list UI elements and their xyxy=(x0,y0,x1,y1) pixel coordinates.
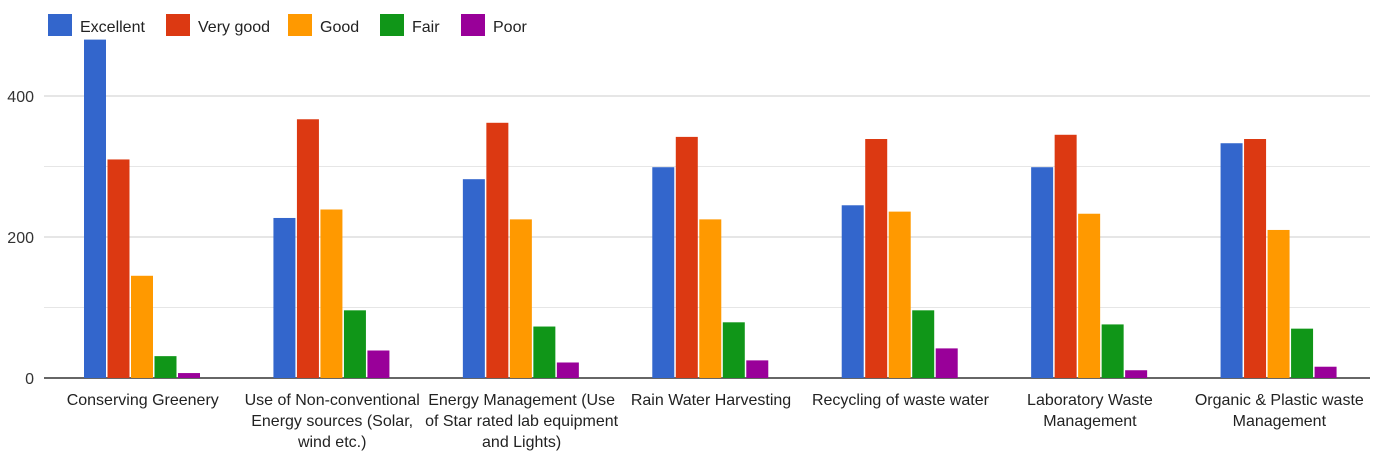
category-label-line: Conserving Greenery xyxy=(67,392,219,409)
bar-fair[interactable] xyxy=(1291,328,1314,378)
category-label-line: of Star rated lab equipment xyxy=(425,413,619,430)
category-label-line: Laboratory Waste xyxy=(1027,392,1153,409)
category-label: Laboratory Waste Management xyxy=(1027,392,1153,430)
bar-very-good[interactable] xyxy=(1054,134,1077,378)
bar-excellent[interactable] xyxy=(841,205,864,378)
category-label: Energy Management (Use of Star rated lab … xyxy=(425,392,619,451)
legend-swatch[interactable] xyxy=(166,14,190,36)
bar-good[interactable] xyxy=(1267,229,1290,378)
bar-very-good[interactable] xyxy=(675,136,698,378)
bar-fair[interactable] xyxy=(343,310,366,378)
bar-very-good[interactable] xyxy=(296,119,319,378)
category-label: Rain Water Harvesting xyxy=(631,392,791,409)
bar-good[interactable] xyxy=(509,219,532,378)
bar-very-good[interactable] xyxy=(107,159,130,378)
bar-good[interactable] xyxy=(131,275,153,378)
y-tick-label: 400 xyxy=(7,89,34,106)
category-label-line: Use of Non-conventional xyxy=(245,392,420,409)
bar-fair[interactable] xyxy=(722,322,745,378)
category-label: Organic & Plastic waste Management xyxy=(1195,392,1364,430)
x-axis-labels: Conserving Greenery Use of Non-convention… xyxy=(67,392,1364,451)
bars xyxy=(84,39,1337,378)
y-axis-ticks: 0 200 400 xyxy=(7,89,34,388)
legend[interactable]: Excellent Very good Good Fair Poor xyxy=(48,14,527,36)
category-label: Recycling of waste water xyxy=(812,392,990,409)
bar-very-good[interactable] xyxy=(1244,139,1267,378)
bar-poor[interactable] xyxy=(1314,366,1337,378)
bar-good[interactable] xyxy=(699,219,722,378)
bar-very-good[interactable] xyxy=(865,139,888,378)
bar-excellent[interactable] xyxy=(84,39,106,378)
bar-excellent[interactable] xyxy=(1031,167,1054,378)
bar-excellent[interactable] xyxy=(273,217,296,378)
legend-label[interactable]: Good xyxy=(320,19,359,36)
bar-excellent[interactable] xyxy=(652,167,675,378)
category-label: Conserving Greenery xyxy=(67,392,219,409)
legend-swatch[interactable] xyxy=(461,14,485,36)
y-tick-label: 200 xyxy=(7,230,34,247)
legend-swatch[interactable] xyxy=(288,14,312,36)
bar-fair[interactable] xyxy=(154,356,177,378)
bar-very-good[interactable] xyxy=(486,122,509,378)
bar-excellent[interactable] xyxy=(462,179,485,378)
category-label: Use of Non-conventional Energy sources (S… xyxy=(245,392,420,451)
category-label-line: Recycling of waste water xyxy=(812,392,990,409)
legend-label[interactable]: Excellent xyxy=(80,19,145,36)
category-label-line: Energy sources (Solar, xyxy=(251,413,413,430)
bar-poor[interactable] xyxy=(178,373,200,378)
bar-excellent[interactable] xyxy=(1220,143,1243,378)
legend-label[interactable]: Poor xyxy=(493,19,527,36)
bar-good[interactable] xyxy=(320,209,343,378)
bar-poor[interactable] xyxy=(367,350,390,378)
legend-swatch[interactable] xyxy=(380,14,404,36)
legend-label[interactable]: Very good xyxy=(198,19,270,36)
category-label-line: wind etc.) xyxy=(297,434,366,451)
bar-fair[interactable] xyxy=(1101,324,1124,378)
bar-fair[interactable] xyxy=(912,310,935,378)
category-label-line: Management xyxy=(1043,413,1137,430)
legend-swatch[interactable] xyxy=(48,14,72,36)
category-label-line: and Lights) xyxy=(482,434,561,451)
category-label-line: Management xyxy=(1233,413,1327,430)
bar-poor[interactable] xyxy=(746,360,769,378)
category-label-line: Organic & Plastic waste xyxy=(1195,392,1364,409)
legend-label[interactable]: Fair xyxy=(412,19,440,36)
bar-good[interactable] xyxy=(888,211,911,378)
category-label-line: Energy Management (Use xyxy=(428,392,615,409)
bar-good[interactable] xyxy=(1078,213,1101,378)
bar-poor[interactable] xyxy=(935,348,958,378)
bar-poor[interactable] xyxy=(1125,370,1148,378)
bar-poor[interactable] xyxy=(556,362,579,378)
y-tick-label: 0 xyxy=(25,371,34,388)
bar-fair[interactable] xyxy=(533,326,556,378)
category-label-line: Rain Water Harvesting xyxy=(631,392,791,409)
